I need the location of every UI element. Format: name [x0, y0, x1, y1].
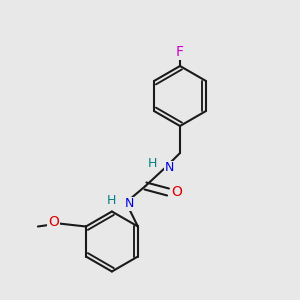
Text: O: O [48, 215, 59, 229]
Text: F: F [176, 46, 184, 59]
Text: H: H [107, 194, 116, 207]
Text: H: H [147, 157, 157, 170]
Text: N: N [165, 161, 174, 175]
Text: O: O [172, 185, 182, 199]
Text: N: N [124, 197, 134, 211]
